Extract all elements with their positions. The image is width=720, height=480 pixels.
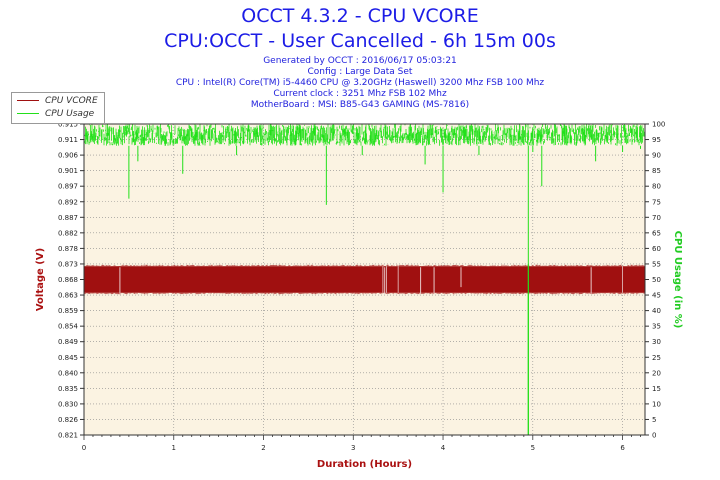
- legend-label-cpu-usage: CPU Usage: [45, 109, 95, 119]
- right-tick-label: 0: [652, 432, 656, 440]
- left-tick-label: 0.868: [58, 276, 78, 284]
- right-tick-label: 35: [652, 323, 661, 331]
- x-tick-label: 1: [172, 444, 176, 452]
- right-tick-label: 55: [652, 260, 661, 268]
- left-tick-label: 0.849: [58, 338, 78, 346]
- right-tick-label: 25: [652, 354, 661, 362]
- right-tick-label: 15: [652, 385, 661, 393]
- left-axis-title: Voltage (V): [35, 248, 46, 311]
- right-axis-ticks: 0 5 10 15 20 25 30 35 40 45 50 55 60 65 70 75 80 85 90 95 10…: [645, 121, 665, 440]
- info-generated: Generated by OCCT : 2016/06/17 05:03:21: [263, 56, 457, 66]
- right-tick-label: 10: [652, 400, 661, 408]
- left-tick-label: 0.915: [58, 121, 78, 129]
- cpu-vcore-series: [83, 264, 646, 435]
- right-tick-label: 40: [652, 307, 661, 315]
- left-tick-label: 0.854: [58, 323, 79, 331]
- x-axis-ticks: 0 1 2 3 4 5 6: [82, 435, 641, 452]
- left-tick-label: 0.911: [58, 136, 78, 144]
- x-tick-label: 4: [441, 444, 446, 452]
- left-tick-label: 0.859: [58, 307, 78, 315]
- right-tick-label: 50: [652, 276, 661, 284]
- left-tick-label: 0.897: [58, 183, 78, 191]
- right-tick-label: 90: [652, 152, 661, 160]
- x-tick-label: 3: [351, 444, 355, 452]
- x-tick-label: 6: [620, 444, 625, 452]
- right-axis-title: CPU Usage (in %): [672, 231, 683, 329]
- cpu-vcore-band: [84, 266, 645, 293]
- right-tick-label: 80: [652, 183, 661, 191]
- left-tick-label: 0.845: [58, 354, 78, 362]
- right-tick-label: 45: [652, 292, 661, 300]
- info-motherboard: MotherBoard : MSI: B85-G43 GAMING (MS-78…: [250, 100, 470, 110]
- left-axis-ticks: 0.821 0.826 0.830 0.835 0.840 0.845 0.849 0.854…: [58, 121, 84, 440]
- left-tick-label: 0.840: [58, 369, 78, 377]
- left-tick-label: 0.882: [58, 229, 78, 237]
- info-current-clock: Current clock : 3251 Mhz FSB 102 Mhz: [273, 89, 447, 99]
- legend-swatch-cpu-vcore: [17, 100, 39, 101]
- right-tick-label: 30: [652, 338, 661, 346]
- right-tick-label: 100: [652, 121, 665, 129]
- legend: CPU VCORE CPU Usage: [11, 92, 105, 124]
- left-tick-label: 0.892: [58, 198, 78, 206]
- x-axis-title: Duration (Hours): [317, 459, 412, 470]
- left-tick-label: 0.887: [58, 214, 78, 222]
- left-tick-label: 0.835: [58, 385, 78, 393]
- info-cpu: CPU : Intel(R) Core(TM) i5-4460 CPU @ 3.…: [175, 78, 545, 88]
- right-tick-label: 70: [652, 214, 661, 222]
- left-tick-label: 0.901: [58, 167, 78, 175]
- right-tick-label: 95: [652, 136, 661, 144]
- legend-item-cpu-vcore: CPU VCORE: [17, 95, 105, 107]
- right-tick-label: 75: [652, 198, 661, 206]
- right-tick-label: 60: [652, 245, 661, 253]
- left-tick-label: 0.830: [58, 400, 78, 408]
- left-tick-label: 0.906: [58, 152, 79, 160]
- info-config: Config : Large Data Set: [307, 67, 413, 77]
- left-tick-label: 0.863: [58, 292, 78, 300]
- legend-item-cpu-usage: CPU Usage: [17, 108, 105, 120]
- legend-swatch-cpu-usage: [17, 113, 39, 114]
- x-tick-label: 2: [261, 444, 265, 452]
- right-tick-label: 20: [652, 369, 661, 377]
- chart-title: OCCT 4.3.2 - CPU VCORE: [241, 5, 479, 27]
- chart-subtitle: CPU:OCCT - User Cancelled - 6h 15m 00s: [164, 30, 556, 52]
- right-tick-label: 65: [652, 229, 661, 237]
- right-tick-label: 5: [652, 416, 656, 424]
- right-tick-label: 85: [652, 167, 661, 175]
- left-tick-label: 0.878: [58, 245, 78, 253]
- legend-label-cpu-vcore: CPU VCORE: [45, 96, 98, 106]
- left-tick-label: 0.873: [58, 260, 78, 268]
- left-tick-label: 0.821: [58, 432, 78, 440]
- x-tick-label: 0: [82, 444, 86, 452]
- x-tick-label: 5: [531, 444, 535, 452]
- left-tick-label: 0.826: [58, 416, 79, 424]
